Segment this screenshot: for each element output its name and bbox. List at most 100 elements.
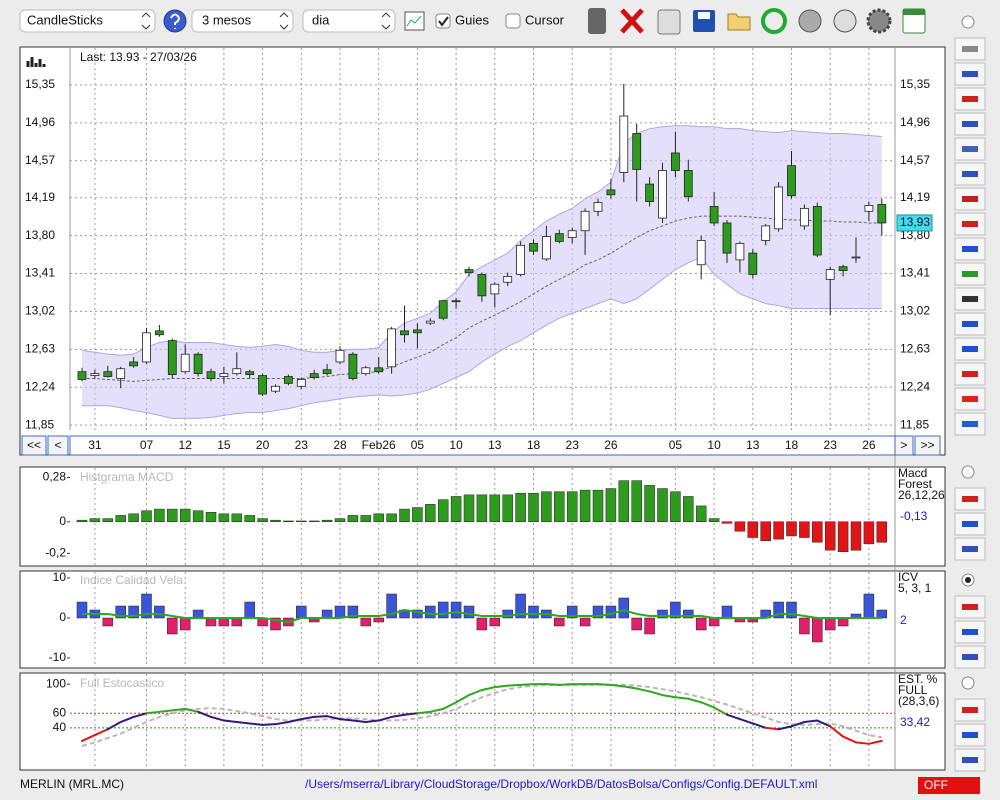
fast-line-segment [106, 721, 122, 731]
candle-body [671, 152, 680, 171]
fast-line-segment [816, 719, 832, 728]
tool-icon [962, 654, 978, 660]
histogram-bar [141, 593, 152, 619]
histogram-bar [812, 617, 823, 643]
settings-button[interactable] [866, 8, 892, 34]
help-button[interactable] [163, 9, 187, 33]
histogram-bar [721, 521, 733, 524]
refresh-button[interactable] [761, 8, 787, 34]
histogram-bar [579, 489, 591, 522]
sync-button[interactable] [798, 9, 822, 33]
nav-button[interactable] [914, 435, 941, 456]
status-bar: MERLIN (MRL.MC) /Users/mserra/Library/Cl… [20, 777, 980, 794]
x-tick-label: 13 [746, 438, 760, 452]
candle-body [116, 368, 126, 379]
histogram-bar [296, 605, 307, 619]
histogram-bar [167, 617, 178, 635]
histogram-bar [476, 494, 488, 522]
histogram-bar [657, 609, 668, 619]
candle-body [464, 269, 474, 273]
tool-icon [962, 629, 978, 635]
x-tick-label: 07 [140, 438, 154, 452]
chart-type-select[interactable] [19, 9, 156, 33]
y-tick-label: 40 [53, 720, 67, 734]
fast-line-segment [235, 721, 251, 725]
y-tick-label-right: 12,24 [900, 379, 930, 393]
fast-line-segment [222, 719, 238, 723]
histogram-bar [876, 521, 888, 543]
histogram-bar [102, 518, 114, 522]
fast-line-segment [842, 735, 857, 744]
period-select[interactable] [191, 9, 294, 33]
fast-line-segment [493, 684, 509, 689]
radio[interactable] [961, 15, 975, 29]
x-tick-label: 28 [333, 438, 347, 452]
interval-select[interactable] [302, 9, 396, 33]
radio[interactable] [961, 676, 975, 690]
fast-line-segment [506, 683, 522, 687]
candle-body [387, 328, 397, 368]
tool-icon [962, 321, 978, 327]
x-tick-label: 31 [88, 438, 102, 452]
middle-band [82, 215, 882, 382]
last-price: 13,93 [900, 215, 930, 229]
nav-button[interactable] [47, 435, 69, 456]
histogram-bar [334, 518, 346, 522]
x-tick-label: 05 [411, 438, 425, 452]
currency-button[interactable] [833, 9, 857, 33]
fast-line-segment [248, 722, 264, 726]
guides-checkbox[interactable] [435, 13, 451, 29]
fast-line-segment [855, 741, 870, 745]
fast-line-segment [81, 734, 96, 742]
tool-icon [962, 46, 978, 52]
candle-body [683, 170, 693, 198]
chart-icon[interactable] [404, 11, 425, 31]
tool-icon [962, 604, 978, 610]
tool-icon [962, 707, 978, 713]
candle-body [103, 371, 113, 377]
fast-line-segment [468, 689, 483, 697]
bars-icon [26, 57, 46, 67]
histogram-bar [179, 617, 191, 631]
config-path[interactable]: /Users/mserra/Library/CloudStorage/Dropb… [305, 777, 817, 791]
candle-body [322, 369, 332, 375]
nav-button[interactable] [894, 435, 914, 456]
histogram-bar [360, 617, 372, 627]
histogram-bar [786, 521, 797, 537]
candle-body [645, 183, 654, 202]
trash-button[interactable] [588, 8, 606, 34]
histogram-bar [115, 515, 126, 522]
radio[interactable] [961, 465, 975, 479]
histogram-bar [412, 507, 423, 522]
nav-button[interactable] [21, 435, 47, 456]
histogram-bar [502, 609, 513, 619]
histogram-bar [618, 597, 630, 619]
tool-icon [962, 146, 978, 152]
y-tick-label: 12,24 [25, 379, 55, 393]
cursor-checkbox[interactable] [505, 13, 521, 29]
print-button[interactable] [657, 9, 681, 35]
save-label [698, 12, 710, 19]
candle-body [606, 189, 616, 196]
macd-title: Histgrama MACD [80, 470, 174, 484]
lower-band [82, 256, 882, 419]
histogram-bar [347, 605, 359, 619]
histogram-bar [644, 485, 655, 522]
candle-body [271, 385, 280, 392]
icv-line [82, 608, 882, 624]
histogram-bar [412, 609, 423, 619]
fast-line-segment [197, 710, 212, 718]
open-button[interactable] [727, 13, 751, 31]
histogram-bar [605, 488, 617, 522]
state-badge[interactable] [918, 777, 980, 794]
legend-text: (28,3,6) [898, 694, 939, 708]
histogram-bar [786, 601, 797, 619]
fast-line-segment [455, 694, 470, 704]
fast-line-segment [803, 719, 819, 723]
candle-body [232, 368, 242, 375]
histogram-bar [489, 494, 501, 522]
delete-button[interactable] [620, 8, 644, 34]
upper-band [81, 125, 882, 356]
y-tick-label: 14,19 [25, 190, 55, 204]
